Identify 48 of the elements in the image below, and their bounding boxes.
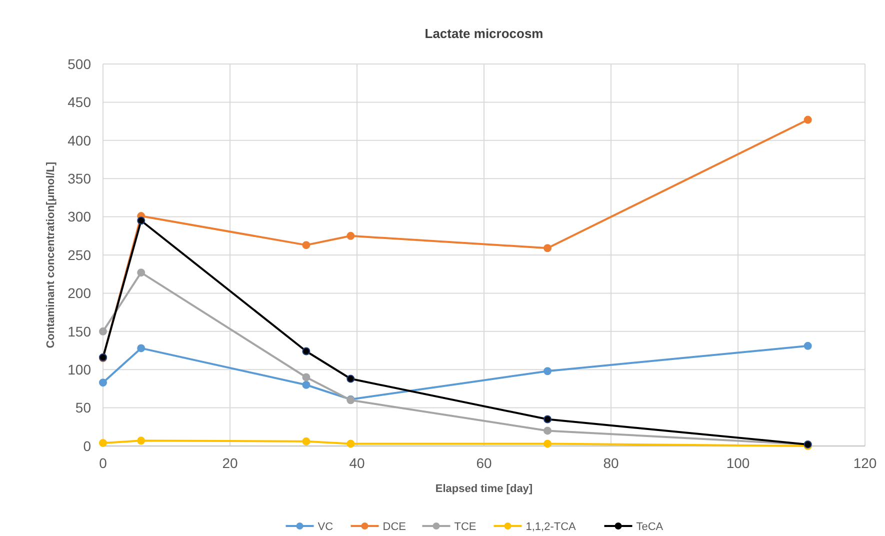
x-tick-label: 60	[476, 455, 492, 471]
legend-label: VC	[318, 520, 334, 533]
x-tick-label: 0	[99, 455, 108, 471]
point	[544, 367, 552, 376]
point	[302, 380, 310, 389]
legend-label: TCE	[454, 520, 476, 533]
y-tick-label: 250	[68, 246, 92, 263]
point	[99, 327, 107, 336]
y-tick-label: 50	[75, 400, 92, 416]
point	[544, 244, 552, 252]
x-tick-label: 40	[349, 455, 365, 471]
point	[544, 426, 552, 435]
legend-label: 1,1,2-TCA	[526, 520, 577, 533]
point	[137, 344, 146, 352]
y-axis-title: Contaminant concentration[μmol/L]	[45, 161, 57, 348]
y-tick-label: 400	[68, 132, 92, 148]
point	[302, 373, 310, 382]
x-tick-label: 120	[853, 455, 877, 471]
point	[137, 268, 146, 277]
point	[346, 374, 355, 383]
point	[137, 216, 146, 225]
legend-label: TeCA	[636, 520, 664, 533]
y-tick-label: 150	[68, 323, 92, 340]
y-tick-label: 300	[68, 208, 92, 225]
point	[544, 440, 552, 448]
x-tick-label: 20	[222, 455, 238, 471]
y-tick-label: 500	[68, 56, 92, 72]
legend-label: DCE	[382, 520, 406, 533]
x-tick-label: 100	[726, 455, 750, 471]
chart-title: Lactate microcosm	[424, 26, 544, 41]
point	[346, 232, 355, 240]
x-axis-title: Elapsed time [day]	[435, 483, 533, 495]
point	[346, 440, 355, 448]
point	[302, 241, 310, 250]
y-tick-label: 0	[83, 438, 92, 454]
x-tick-label: 80	[603, 455, 619, 471]
y-tick-label: 100	[68, 362, 92, 378]
point	[804, 342, 812, 350]
point	[99, 378, 107, 387]
point	[804, 116, 812, 124]
y-tick-label: 450	[68, 94, 92, 110]
point	[302, 347, 310, 356]
y-tick-label: 350	[68, 170, 92, 186]
point	[544, 415, 552, 424]
point	[302, 437, 310, 446]
point	[99, 438, 107, 447]
y-tick-label: 200	[68, 285, 92, 302]
point	[137, 436, 146, 445]
